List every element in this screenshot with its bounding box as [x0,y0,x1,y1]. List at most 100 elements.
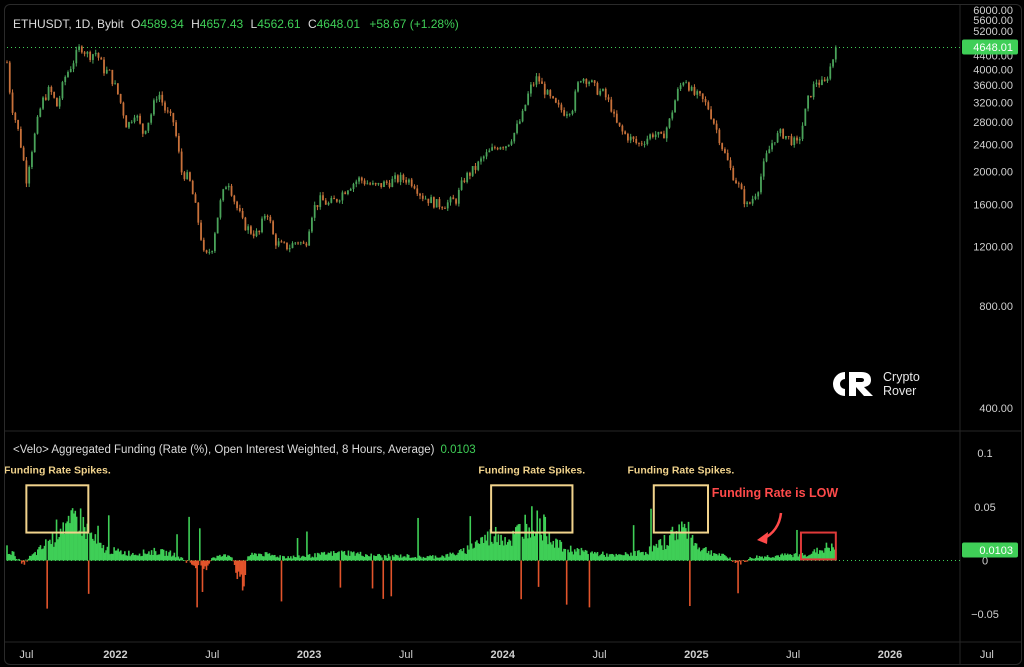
funding-bar[interactable] [311,556,314,561]
price-candle[interactable] [704,98,707,103]
price-candle[interactable] [469,172,471,176]
funding-bar[interactable] [386,558,389,561]
symbol-label[interactable]: ETHUSDT, 1D, Bybit [13,17,124,31]
price-candle[interactable] [663,133,665,139]
funding-bar[interactable] [367,556,370,561]
funding-bar[interactable] [267,553,269,561]
funding-bar[interactable] [789,554,792,561]
funding-bar[interactable] [379,555,382,561]
price-candle[interactable] [441,207,444,209]
funding-bar[interactable] [425,557,427,561]
price-candle[interactable] [674,100,676,113]
funding-bar[interactable] [82,517,85,561]
funding-bar[interactable] [540,534,543,561]
funding-bar[interactable] [34,551,36,561]
funding-bar[interactable] [497,534,500,561]
funding-bar[interactable] [77,533,79,561]
funding-bar[interactable] [706,553,709,561]
funding-bar[interactable] [612,554,615,561]
price-candle[interactable] [762,161,765,177]
funding-bar[interactable] [149,554,152,561]
funding-bar[interactable] [15,559,18,561]
funding-bar[interactable] [409,557,411,561]
funding-bar[interactable] [287,556,289,561]
funding-bar[interactable] [462,548,465,561]
funding-bar[interactable] [129,556,131,561]
funding-bar[interactable] [572,554,575,561]
funding-bar[interactable] [109,554,111,561]
funding-bar[interactable] [186,560,189,561]
funding-bar[interactable] [93,540,95,561]
funding-bar[interactable] [383,554,386,561]
funding-bar[interactable] [211,558,213,561]
price-candle[interactable] [718,129,721,144]
funding-bar[interactable] [571,551,573,561]
price-candle[interactable] [33,133,36,153]
funding-bar[interactable] [283,556,285,561]
funding-bar[interactable] [747,558,750,561]
funding-bar[interactable] [291,558,293,561]
funding-bar[interactable] [118,551,121,561]
price-candle[interactable] [410,179,413,187]
funding-bar[interactable] [729,557,731,561]
price-candle[interactable] [208,252,211,253]
funding-bar[interactable] [279,555,281,561]
price-candle[interactable] [47,86,50,100]
funding-bar[interactable] [523,538,525,561]
funding-bar[interactable] [407,554,410,561]
price-candle[interactable] [36,116,39,134]
funding-bar[interactable] [217,555,220,561]
funding-bar[interactable] [702,548,705,561]
funding-bar[interactable] [517,524,520,561]
price-candle[interactable] [435,199,438,208]
funding-bar[interactable] [251,552,253,561]
price-candle[interactable] [286,242,288,250]
funding-bar[interactable] [330,551,332,561]
funding-bar[interactable] [264,552,267,561]
price-candle[interactable] [250,226,252,234]
price-candle[interactable] [682,82,685,86]
funding-bar[interactable] [120,550,122,561]
funding-bar[interactable] [705,547,707,561]
funding-bar[interactable] [189,560,192,563]
funding-bar[interactable] [722,553,725,561]
funding-bar[interactable] [331,555,334,561]
funding-bar[interactable] [304,557,307,561]
funding-bar[interactable] [382,560,385,599]
funding-bar[interactable] [168,552,170,561]
funding-bar[interactable] [441,555,443,561]
funding-bar[interactable] [411,557,414,561]
price-candle[interactable] [432,197,435,208]
price-candle[interactable] [740,184,743,190]
price-candle[interactable] [604,88,607,98]
funding-bar[interactable] [790,554,793,561]
funding-bar[interactable] [449,552,451,561]
funding-bar[interactable] [687,521,690,561]
funding-bar[interactable] [51,532,54,561]
funding-bar[interactable] [363,556,366,561]
funding-bar[interactable] [196,560,198,608]
funding-bar[interactable] [477,543,480,561]
funding-bar[interactable] [718,553,721,561]
funding-bar[interactable] [173,552,176,561]
funding-bar[interactable] [299,558,302,561]
price-candle[interactable] [352,183,355,189]
funding-bar[interactable] [679,531,682,561]
funding-bar[interactable] [327,552,330,561]
funding-bar[interactable] [438,557,441,561]
funding-bar[interactable] [101,548,103,561]
funding-bar[interactable] [146,553,149,561]
price-candle[interactable] [676,89,679,101]
price-candle[interactable] [333,198,335,200]
funding-bar[interactable] [296,538,299,561]
funding-bar[interactable] [457,552,460,561]
funding-bar[interactable] [502,545,505,561]
funding-bar[interactable] [105,550,107,561]
funding-bar[interactable] [508,539,510,561]
funding-bar[interactable] [359,551,362,561]
funding-bar[interactable] [589,552,592,561]
funding-bar[interactable] [721,553,723,561]
funding-bar[interactable] [399,554,402,561]
funding-bar[interactable] [781,553,784,561]
funding-bar[interactable] [628,556,631,561]
